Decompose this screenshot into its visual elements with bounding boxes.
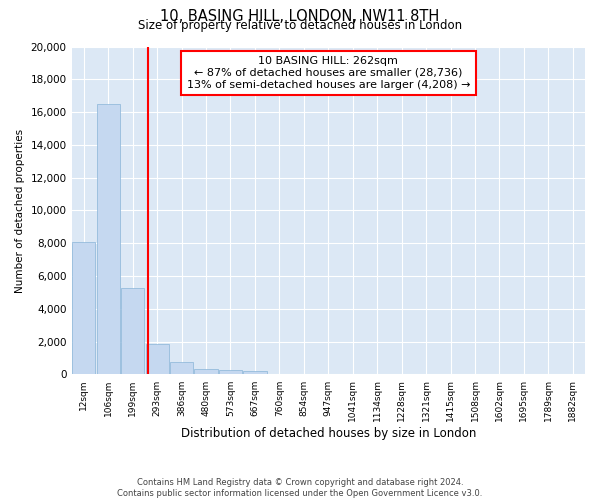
Text: 10 BASING HILL: 262sqm
← 87% of detached houses are smaller (28,736)
13% of semi: 10 BASING HILL: 262sqm ← 87% of detached… [187, 56, 470, 90]
Bar [244, 371, 266, 374]
Y-axis label: Number of detached properties: Number of detached properties [15, 128, 25, 292]
Bar [194, 368, 218, 374]
Text: Contains HM Land Registry data © Crown copyright and database right 2024.
Contai: Contains HM Land Registry data © Crown c… [118, 478, 482, 498]
Bar [219, 370, 242, 374]
Bar [170, 362, 193, 374]
Bar [121, 288, 144, 374]
Bar [146, 344, 169, 374]
Text: 10, BASING HILL, LONDON, NW11 8TH: 10, BASING HILL, LONDON, NW11 8TH [160, 9, 440, 24]
X-axis label: Distribution of detached houses by size in London: Distribution of detached houses by size … [181, 427, 476, 440]
Bar [72, 242, 95, 374]
Bar [97, 104, 120, 374]
Text: Size of property relative to detached houses in London: Size of property relative to detached ho… [138, 19, 462, 32]
